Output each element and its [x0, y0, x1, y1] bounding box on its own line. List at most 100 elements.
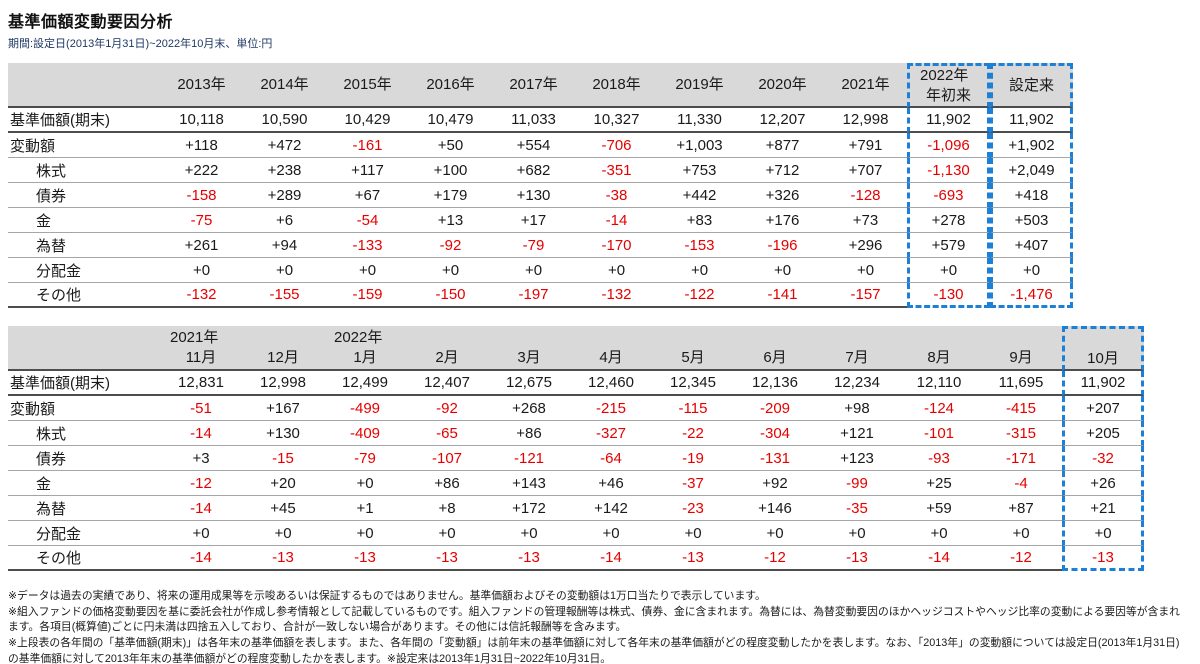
- value-cell: +268: [488, 396, 570, 421]
- row-label: 金: [8, 208, 160, 233]
- value-cell: +50: [409, 133, 492, 158]
- value-cell: -499: [324, 396, 406, 421]
- table-row: 債券 +3 -15 -79 -107 -121 -64 -19 -131 +123 -93 -171-…: [8, 446, 1144, 471]
- value-cell: +0: [160, 521, 242, 546]
- value-cell: +0: [570, 521, 652, 546]
- value-cell: +579: [907, 233, 990, 258]
- value-cell: -215: [570, 396, 652, 421]
- value-cell: -12: [980, 546, 1062, 571]
- value-cell: +1: [324, 496, 406, 521]
- value-cell: +0: [326, 258, 409, 283]
- value-cell: -153: [658, 233, 741, 258]
- value-cell: -1,130: [907, 158, 990, 183]
- row-label: 変動額: [8, 133, 160, 158]
- table-row: 基準価額(期末) 12,831 12,998 12,499 12,407 12,675 12…: [8, 371, 1144, 396]
- value-cell: -130: [907, 283, 990, 308]
- value-cell: -13: [324, 546, 406, 571]
- column-header: 2022年 1月: [324, 326, 406, 371]
- value-cell: -351: [575, 158, 658, 183]
- column-header: 2020年: [741, 63, 824, 108]
- value-cell: -706: [575, 133, 658, 158]
- value-cell: +326: [741, 183, 824, 208]
- value-cell: +289: [243, 183, 326, 208]
- value-cell: -1,476: [990, 283, 1073, 308]
- row-label: その他: [8, 283, 160, 308]
- value-cell: +0: [824, 258, 907, 283]
- table-row: 株式 -14 +130 -409 -65 +86 -327 -22 -304 +121 -101 -3…: [8, 421, 1144, 446]
- value-cell: -51: [160, 396, 242, 421]
- value-cell: 12,460: [570, 371, 652, 396]
- value-cell: +707: [824, 158, 907, 183]
- table-row: その他 -132 -155 -159 -150 -197 -132 -122 -141 -157-…: [8, 283, 1073, 308]
- value-cell: -107: [406, 446, 488, 471]
- column-header: 2022年 年初来: [907, 63, 990, 108]
- value-cell: +86: [406, 471, 488, 496]
- table-row: 分配金 +0 +0 +0 +0 +0 +0 +0 +0 +0 +0 +0 +0: [8, 521, 1144, 546]
- value-cell: +0: [324, 521, 406, 546]
- value-cell: -14: [575, 208, 658, 233]
- value-cell: -13: [242, 546, 324, 571]
- value-cell: -197: [492, 283, 575, 308]
- value-cell: +59: [898, 496, 980, 521]
- value-cell: -15: [242, 446, 324, 471]
- value-cell: +146: [734, 496, 816, 521]
- value-cell: 10,118: [160, 108, 243, 133]
- column-header: 2021年 11月: [160, 326, 242, 371]
- value-cell: 12,407: [406, 371, 488, 396]
- value-cell: +87: [980, 496, 1062, 521]
- value-cell: +86: [488, 421, 570, 446]
- value-cell: 12,499: [324, 371, 406, 396]
- table-corner-cell: [8, 63, 160, 108]
- value-cell: +179: [409, 183, 492, 208]
- value-cell: +0: [658, 258, 741, 283]
- value-cell: +0: [409, 258, 492, 283]
- value-cell: +2,049: [990, 158, 1073, 183]
- column-header: 2016年: [409, 63, 492, 108]
- table-row: 変動額 +118 +472 -161 +50 +554 -706 +1,003 +877 +791…: [8, 133, 1073, 158]
- value-cell: -64: [570, 446, 652, 471]
- footnote-line: ※組入ファンドの価格変動要因を基に委託会社が作成し参考情報として記載しているもの…: [8, 605, 1180, 634]
- footnote-line: ※データは過去の実績であり、将来の運用成果等を示唆あるいは保証するものではありま…: [8, 590, 766, 602]
- value-cell: -79: [324, 446, 406, 471]
- table-row: 金 -75 +6 -54 +13 +17 -14 +83 +176 +73 +278 +503: [8, 208, 1073, 233]
- value-cell: -92: [406, 396, 488, 421]
- value-cell: +46: [570, 471, 652, 496]
- value-cell: -150: [409, 283, 492, 308]
- column-header: 設定来: [990, 63, 1073, 108]
- column-header: 2017年: [492, 63, 575, 108]
- column-header: 2月: [406, 326, 488, 371]
- value-cell: +753: [658, 158, 741, 183]
- value-cell: +0: [1062, 521, 1144, 546]
- value-cell: 12,998: [824, 108, 907, 133]
- value-cell: +94: [243, 233, 326, 258]
- value-cell: -23: [652, 496, 734, 521]
- row-label: 変動額: [8, 396, 160, 421]
- value-cell: +0: [324, 471, 406, 496]
- value-cell: +0: [990, 258, 1073, 283]
- column-header: 2015年: [326, 63, 409, 108]
- value-cell: -14: [570, 546, 652, 571]
- value-cell: 12,207: [741, 108, 824, 133]
- value-cell: 11,902: [907, 108, 990, 133]
- value-cell: -13: [816, 546, 898, 571]
- value-cell: 12,136: [734, 371, 816, 396]
- value-cell: +83: [658, 208, 741, 233]
- value-cell: 10,479: [409, 108, 492, 133]
- value-cell: +92: [734, 471, 816, 496]
- footnotes: ※データは過去の実績であり、将来の運用成果等を示唆あるいは保証するものではありま…: [8, 589, 1188, 664]
- value-cell: +143: [488, 471, 570, 496]
- value-cell: -12: [160, 471, 242, 496]
- column-header: 8月: [898, 326, 980, 371]
- value-cell: +0: [575, 258, 658, 283]
- value-cell: +20: [242, 471, 324, 496]
- column-header: 7月: [816, 326, 898, 371]
- value-cell: +0: [243, 258, 326, 283]
- value-cell: -409: [324, 421, 406, 446]
- table-row: 為替 -14 +45 +1 +8 +172 +142 -23 +146 -35 +59 +87 +21: [8, 496, 1144, 521]
- value-cell: -14: [160, 496, 242, 521]
- monthly-table: 2021年 11月 12月 2022年 1月 2月 3月 4月 5月 6月 7月 8月 9月 10月 基準価…: [8, 326, 1144, 571]
- page-title: 基準価額変動要因分析: [8, 14, 174, 31]
- value-cell: +17: [492, 208, 575, 233]
- table-row: 分配金 +0 +0 +0 +0 +0 +0 +0 +0 +0 +0 +0: [8, 258, 1073, 283]
- value-cell: 12,675: [488, 371, 570, 396]
